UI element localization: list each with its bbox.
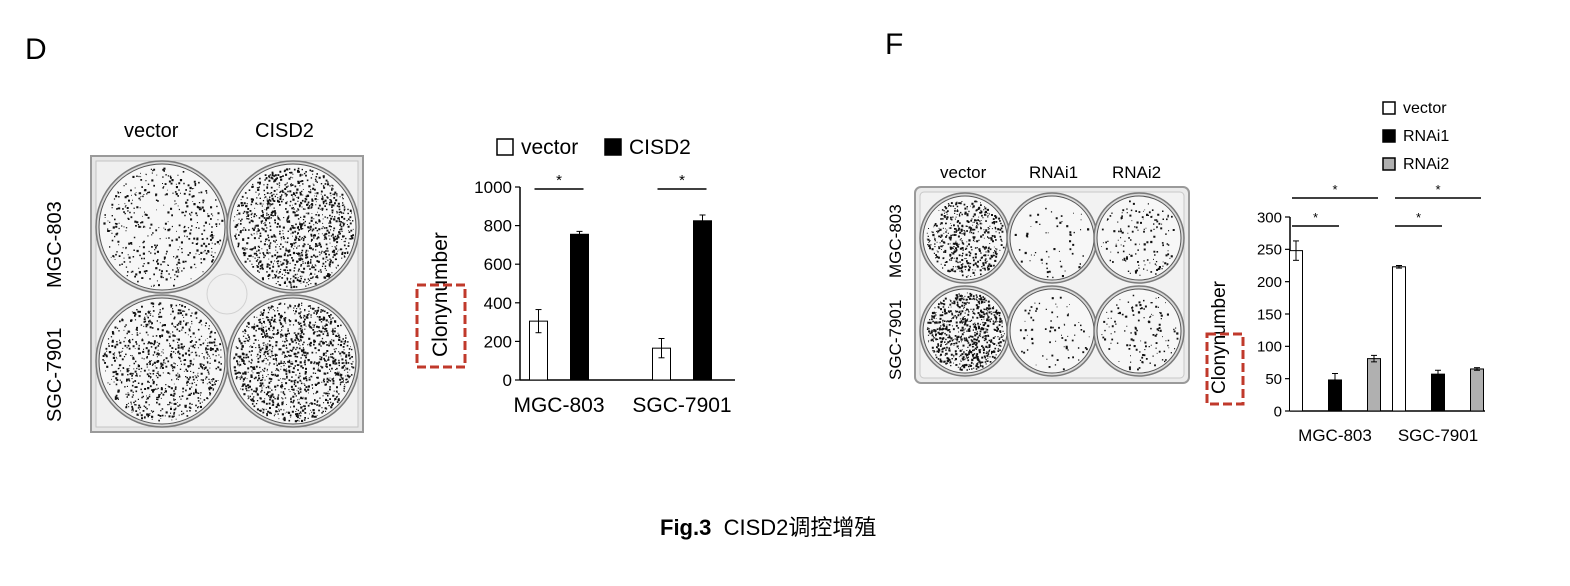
well-mgc-803-vector	[95, 160, 229, 294]
plate-d-row-label-mgc803: MGC-803	[44, 201, 66, 288]
significance-star: *	[1332, 182, 1337, 197]
well-sgc-7901-vector	[95, 294, 229, 428]
plate-d-col-label-cisd2: CISD2	[255, 120, 314, 142]
legend-swatch-rnai2	[1382, 157, 1396, 171]
y-tick-label: 800	[484, 217, 512, 236]
bar-rnai2	[1367, 358, 1381, 412]
colonies	[1101, 294, 1179, 371]
well-sgc-7901-rnai2	[1093, 285, 1185, 377]
bar-rnai2	[1470, 368, 1484, 412]
plate-d-row-label-sgc7901: SGC-7901	[44, 327, 66, 423]
significance-star: *	[679, 172, 685, 189]
significance-star: *	[1313, 210, 1318, 225]
plate-f-image	[914, 186, 1190, 384]
colonies	[102, 302, 222, 422]
bar-cisd2	[693, 220, 712, 381]
x-tick-label: SGC-7901	[1398, 426, 1478, 445]
x-tick-label: MGC-803	[513, 394, 604, 417]
y-tick-label: 0	[503, 371, 512, 390]
y-tick-label: 200	[484, 332, 512, 351]
legend-swatch-rnai1	[1382, 129, 1396, 143]
panel-d-letter: D	[25, 33, 47, 66]
significance-star: *	[1416, 210, 1421, 225]
bar-cisd2	[570, 233, 589, 381]
colonies	[233, 302, 355, 423]
y-axis-label: Clonynumber	[1209, 280, 1230, 394]
y-axis-label-rest: number	[429, 232, 452, 303]
y-tick-label: 400	[484, 294, 512, 313]
bar-vector	[1289, 250, 1303, 412]
colonies	[926, 292, 1005, 371]
y-tick-label: 150	[1257, 306, 1282, 323]
legend-label-cisd2: CISD2	[629, 136, 691, 159]
plate-f-row-label-sgc7901: SGC-7901	[886, 299, 905, 380]
y-axis-label-highlight: Clony	[429, 303, 452, 357]
plate-d-image	[90, 155, 364, 433]
bar-rnai1	[1431, 373, 1445, 412]
legend-swatch-cisd2	[604, 138, 622, 156]
well-sgc-7901-vector	[919, 285, 1011, 377]
significance-star: *	[556, 172, 562, 189]
y-tick-label: 200	[1257, 274, 1282, 291]
plate-f-row-label-mgc803: MGC-803	[886, 204, 905, 278]
plate-d-col-label-vector: vector	[124, 120, 179, 142]
chart-d: 0 200 400 600 800 1000 MGC-803 SGC-7901 * * Clonyn…	[415, 136, 735, 417]
x-tick-label: MGC-803	[1298, 426, 1372, 445]
y-axis-label-rest: number	[1209, 280, 1230, 345]
y-tick-label: 0	[1274, 403, 1282, 420]
well-mgc-803-cisd2	[226, 160, 360, 294]
colonies	[103, 167, 224, 287]
colonies	[1101, 200, 1175, 276]
plate-f-col-label-rnai2: RNAi2	[1112, 163, 1162, 182]
legend-swatch-vector	[496, 138, 514, 156]
y-tick-label: 1000	[474, 178, 512, 197]
panel-f-letter: F	[885, 28, 904, 61]
plate-f-col-label-vector: vector	[940, 163, 987, 182]
well-mgc-803-rnai1	[1006, 192, 1098, 284]
colonies	[926, 200, 1005, 278]
y-axis-label-highlight: Clony	[1209, 345, 1230, 394]
plate-f-col-label-rnai1: RNAi1	[1029, 163, 1079, 182]
y-tick-label: 100	[1257, 339, 1282, 356]
highlight-box	[1205, 332, 1245, 406]
significance-star: *	[1435, 182, 1440, 197]
y-axis-label: Clonynumber	[429, 232, 452, 357]
x-tick-label: SGC-7901	[632, 394, 731, 417]
chart-f: 0 50 100 150 200 250 300 MGC-803 SGC-7901 * * * * Clo…	[1205, 100, 1485, 445]
well-sgc-7901-cisd2	[226, 294, 360, 428]
well-mgc-803-rnai2	[1093, 192, 1185, 284]
caption-text: CISD2调控增殖	[723, 515, 877, 540]
y-tick-label: 600	[484, 255, 512, 274]
legend-label-rnai1: RNAi1	[1403, 128, 1449, 145]
figure-caption: Fig.3 CISD2调控增殖	[660, 510, 876, 542]
legend-swatch-vector	[1382, 101, 1396, 115]
y-tick-label: 300	[1257, 209, 1282, 226]
y-tick-label: 250	[1257, 242, 1282, 259]
well-sgc-7901-rnai1	[1006, 285, 1098, 377]
legend-label-vector: vector	[1403, 100, 1447, 117]
y-tick-label: 50	[1265, 371, 1282, 388]
legend-label-rnai2: RNAi2	[1403, 156, 1449, 173]
colonies	[233, 167, 354, 289]
bar-vector	[1392, 266, 1406, 412]
caption-label: Fig.3	[660, 515, 712, 540]
well-mgc-803-vector	[919, 192, 1011, 284]
legend-label-vector: vector	[521, 136, 578, 159]
